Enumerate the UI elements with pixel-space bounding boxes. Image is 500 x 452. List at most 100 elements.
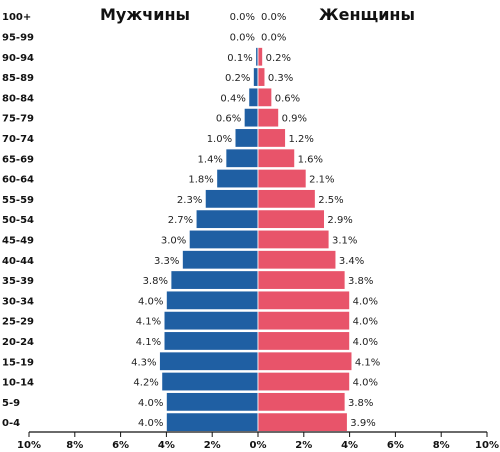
male-value-label: 4.0% bbox=[138, 418, 163, 429]
female-value-label: 2.5% bbox=[318, 195, 343, 206]
bar-male bbox=[225, 148, 259, 168]
x-axis: 10% 8% 6% 4% 2% 0% 2% 4% 6% 8% 10% bbox=[17, 431, 499, 451]
x-tick-label: 0% bbox=[250, 440, 267, 451]
male-value-label: 2.3% bbox=[177, 195, 202, 206]
bar-male bbox=[243, 107, 259, 128]
bar-female bbox=[257, 250, 337, 270]
male-value-label: 0.0% bbox=[230, 32, 255, 43]
bars-group bbox=[159, 47, 353, 432]
bar-female bbox=[257, 189, 316, 209]
male-value-label: 0.0% bbox=[230, 12, 255, 23]
age-group-label: 40-44 bbox=[2, 256, 34, 267]
female-value-label: 0.6% bbox=[275, 93, 300, 104]
male-value-label: 1.8% bbox=[188, 175, 213, 186]
male-value-label: 1.4% bbox=[198, 154, 223, 165]
male-value-label: 0.1% bbox=[227, 53, 252, 64]
age-group-label: 35-39 bbox=[2, 276, 34, 287]
male-value-label: 0.6% bbox=[216, 114, 241, 125]
male-header: Мужчины bbox=[100, 5, 190, 24]
bar-female bbox=[257, 128, 286, 148]
x-tick-label: 4% bbox=[341, 440, 358, 451]
female-value-label: 0.0% bbox=[261, 12, 286, 23]
bar-female bbox=[257, 87, 273, 108]
value-labels-group: 0.0% 0.0% 0.0% 0.0% 0.1% 0.2% 0.2% 0.3% 0.4% 0.6%… bbox=[131, 12, 380, 429]
bar-male bbox=[163, 310, 259, 331]
female-value-label: 2.1% bbox=[309, 175, 334, 186]
male-value-label: 4.0% bbox=[138, 296, 163, 307]
age-group-label: 45-49 bbox=[2, 235, 34, 246]
bar-male bbox=[248, 87, 259, 108]
age-group-label: 0-4 bbox=[2, 418, 20, 429]
bar-male bbox=[216, 168, 259, 189]
male-value-label: 3.0% bbox=[161, 235, 186, 246]
bar-female bbox=[257, 67, 266, 87]
bar-female bbox=[257, 209, 325, 229]
bar-female bbox=[257, 310, 350, 331]
male-value-label: 4.1% bbox=[136, 337, 161, 348]
male-value-label: 4.1% bbox=[136, 317, 161, 328]
bar-male bbox=[170, 270, 259, 290]
female-value-label: 1.6% bbox=[298, 154, 323, 165]
age-group-label: 25-29 bbox=[2, 317, 34, 328]
bar-male bbox=[159, 351, 259, 371]
age-group-label: 15-19 bbox=[2, 357, 34, 368]
x-tick-label: 4% bbox=[158, 440, 175, 451]
bar-male bbox=[195, 209, 259, 229]
age-group-label: 75-79 bbox=[2, 114, 34, 125]
bar-female bbox=[257, 107, 280, 128]
male-value-label: 2.7% bbox=[168, 215, 193, 226]
bar-male bbox=[234, 128, 259, 148]
female-value-label: 0.3% bbox=[268, 73, 293, 84]
x-tick-label: 6% bbox=[112, 440, 129, 451]
male-value-label: 1.0% bbox=[207, 134, 232, 145]
bar-male bbox=[188, 229, 259, 250]
age-group-label: 85-89 bbox=[2, 73, 34, 84]
male-value-label: 4.2% bbox=[133, 378, 158, 389]
male-value-label: 0.4% bbox=[220, 93, 245, 104]
female-value-label: 0.9% bbox=[282, 114, 307, 125]
bar-female bbox=[257, 270, 346, 290]
bar-female bbox=[257, 412, 348, 432]
x-tick-label: 10% bbox=[17, 440, 41, 451]
female-value-label: 4.0% bbox=[353, 317, 378, 328]
age-group-label: 50-54 bbox=[2, 215, 34, 226]
x-tick-label: 2% bbox=[204, 440, 221, 451]
bar-female bbox=[257, 351, 353, 371]
age-group-label: 100+ bbox=[2, 12, 31, 23]
bar-female bbox=[257, 392, 346, 412]
female-value-label: 2.9% bbox=[327, 215, 352, 226]
female-value-label: 3.8% bbox=[348, 276, 373, 287]
female-value-label: 1.2% bbox=[288, 134, 313, 145]
x-tick-label: 6% bbox=[387, 440, 404, 451]
bar-female bbox=[257, 229, 330, 250]
female-value-label: 0.2% bbox=[266, 53, 291, 64]
female-value-label: 3.8% bbox=[348, 398, 373, 409]
x-tick-label: 10% bbox=[475, 440, 499, 451]
age-group-label: 60-64 bbox=[2, 175, 34, 186]
bar-female bbox=[257, 290, 350, 311]
female-value-label: 3.4% bbox=[339, 256, 364, 267]
x-tick-label: 8% bbox=[66, 440, 83, 451]
female-header: Женщины bbox=[319, 5, 415, 24]
age-group-label: 70-74 bbox=[2, 134, 34, 145]
bar-male bbox=[165, 290, 259, 311]
age-labels-group: 100+ 95-99 90-94 85-89 80-84 75-79 70-74 65-69 6… bbox=[2, 12, 34, 429]
bar-female bbox=[257, 148, 296, 168]
male-value-label: 3.3% bbox=[154, 256, 179, 267]
female-value-label: 3.1% bbox=[332, 235, 357, 246]
bar-female bbox=[257, 168, 307, 189]
age-group-label: 80-84 bbox=[2, 93, 34, 104]
bar-male bbox=[165, 392, 259, 412]
bar-female bbox=[257, 47, 263, 67]
female-value-label: 4.0% bbox=[353, 337, 378, 348]
female-value-label: 4.1% bbox=[355, 357, 380, 368]
female-value-label: 4.0% bbox=[353, 296, 378, 307]
age-group-label: 90-94 bbox=[2, 53, 34, 64]
female-value-label: 0.0% bbox=[261, 32, 286, 43]
bar-male bbox=[165, 412, 259, 432]
bar-male bbox=[204, 189, 259, 209]
male-value-label: 3.8% bbox=[143, 276, 168, 287]
age-group-label: 30-34 bbox=[2, 296, 34, 307]
x-tick-label: 8% bbox=[433, 440, 450, 451]
